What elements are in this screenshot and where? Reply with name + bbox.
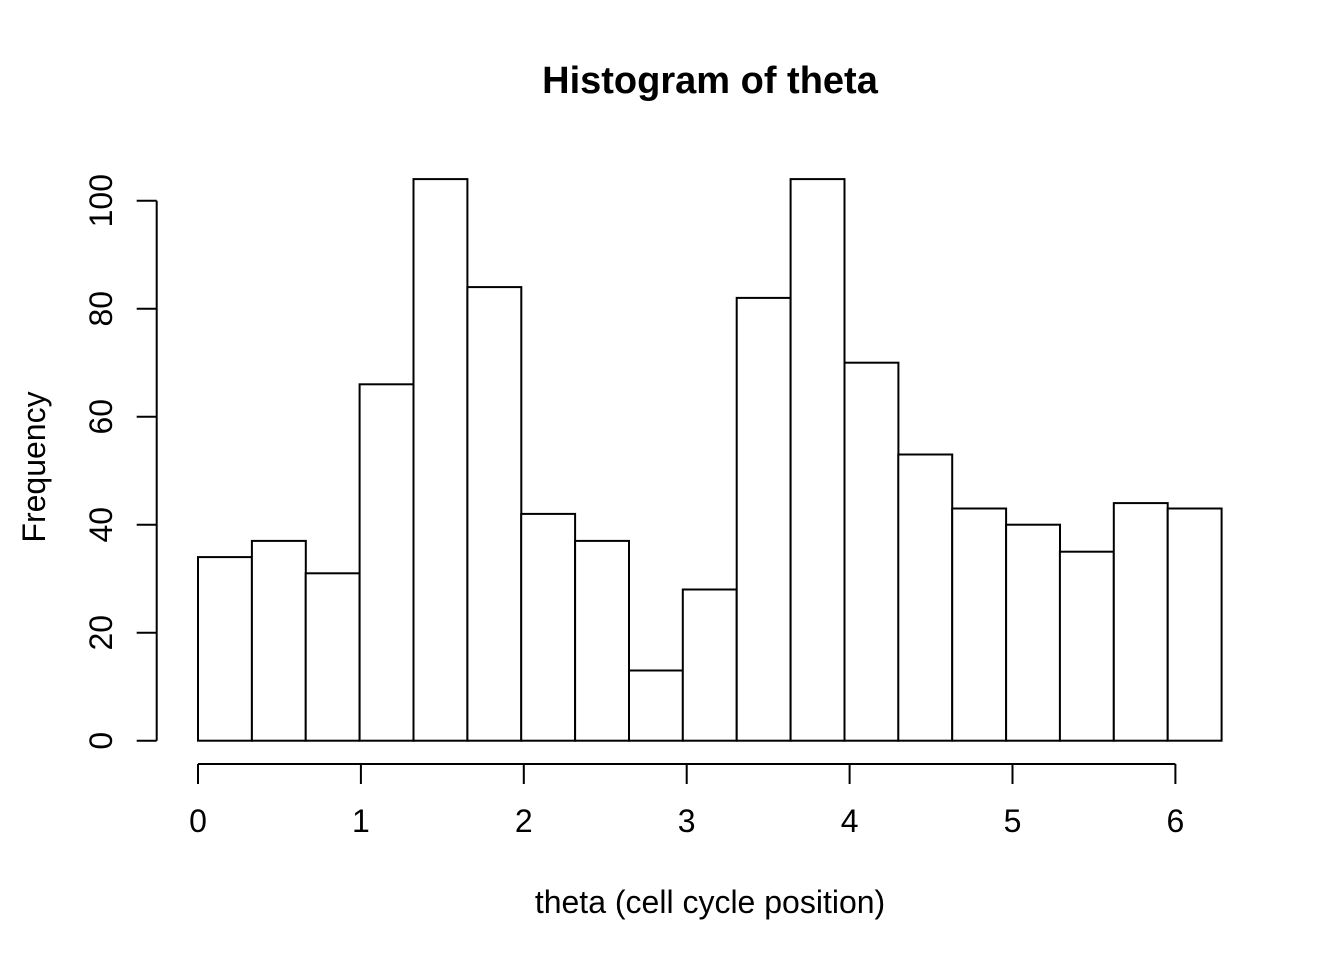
y-tick-label-0: 0 xyxy=(83,732,119,750)
histogram-bar-7 xyxy=(520,512,577,742)
histogram-bar-12 xyxy=(789,178,846,742)
y-tick-label-60: 60 xyxy=(83,399,119,435)
histogram-bar-9 xyxy=(628,669,684,742)
axes: 0 20 40 60 80 100 0 1 2 3 4 5 6 xyxy=(83,174,1184,839)
histogram-bar-4 xyxy=(358,383,415,742)
x-tick-label-4: 4 xyxy=(841,803,859,839)
x-tick-label-1: 1 xyxy=(352,803,370,839)
histogram-bar-5 xyxy=(412,178,469,742)
histogram-bar-17 xyxy=(1058,550,1115,742)
x-axis-label: theta (cell cycle position) xyxy=(535,884,885,920)
histogram-bar-13 xyxy=(843,361,900,742)
histogram-bar-18 xyxy=(1112,502,1169,742)
histogram-bar-3 xyxy=(304,572,361,742)
histogram-bar-10 xyxy=(681,588,738,742)
y-tick-label-40: 40 xyxy=(83,507,119,543)
histogram-bar-16 xyxy=(1005,523,1061,742)
y-tick-label-20: 20 xyxy=(83,615,119,651)
histogram-bar-19 xyxy=(1166,507,1223,742)
histogram-bars xyxy=(197,178,1223,742)
histogram-bar-6 xyxy=(466,286,523,742)
histogram-bar-15 xyxy=(951,507,1008,742)
x-tick-label-2: 2 xyxy=(515,803,533,839)
y-tick-label-80: 80 xyxy=(83,291,119,327)
x-tick-label-5: 5 xyxy=(1004,803,1022,839)
chart-title: Histogram of theta xyxy=(542,60,879,102)
y-axis-label: Frequency xyxy=(16,391,52,542)
histogram-bar-8 xyxy=(574,539,630,742)
histogram-bar-14 xyxy=(897,453,954,742)
x-tick-label-0: 0 xyxy=(189,803,207,839)
histogram-bar-1 xyxy=(197,556,253,742)
x-tick-label-3: 3 xyxy=(678,803,696,839)
y-tick-label-100: 100 xyxy=(83,174,119,227)
histogram-bar-11 xyxy=(735,296,792,742)
x-tick-label-6: 6 xyxy=(1167,803,1185,839)
histogram-bar-2 xyxy=(250,539,307,742)
